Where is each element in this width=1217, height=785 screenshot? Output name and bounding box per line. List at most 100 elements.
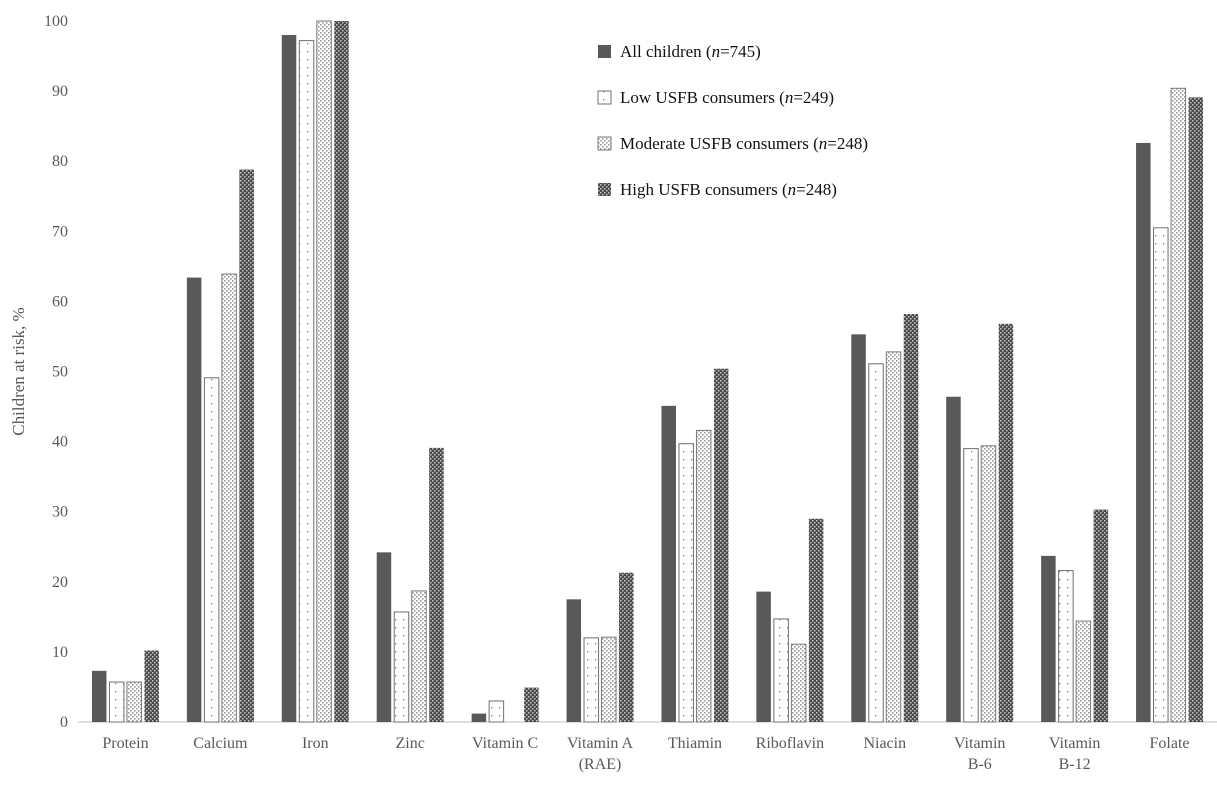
y-tick-label: 30 [52,504,68,521]
y-axis-title: Children at risk, % [9,307,28,435]
legend-swatch-dark-dots [598,183,611,196]
legend: All children (n=745)Low USFB consumers (… [597,42,868,199]
legend-entry-part: =745) [720,42,761,61]
y-tick-label: 100 [44,13,68,30]
legend-entry-part: High USFB consumers ( [620,180,788,199]
axes: 0 10 20 30 40 50 60 70 80 90 100 Children at risk, … [9,13,1217,731]
legend-swatch-solid [598,45,611,58]
legend-entry-part: All children ( [620,42,712,61]
bar-solid-10 [1041,555,1056,722]
x-category-label: Thiamin [668,735,722,752]
bar-solid-0 [91,670,107,722]
bar-dark-dots-7 [808,518,824,722]
x-category-label: Protein [102,735,148,752]
bar-sparse-dots-9 [963,448,979,723]
bar-dense-dots-8 [885,351,902,723]
legend-entry-part: n [712,42,721,61]
bar-dense-dots-9 [980,445,997,723]
bar-dark-dots-6 [713,368,729,722]
bar-solid-6 [661,405,676,722]
y-tick-label: 90 [52,83,68,100]
legend-entry-part: n [819,134,828,153]
bar-solid-1 [186,277,202,722]
legend-entry-text: All children (n=745) [620,42,761,61]
bar-dense-dots-3 [411,590,427,723]
bar-dense-dots-5 [601,636,617,723]
legend-entry-text: High USFB consumers (n=248) [620,180,837,199]
legend-entry-part: n [785,88,794,107]
bar-dark-dots-5 [619,572,634,722]
x-category-label: B-6 [968,756,992,773]
legend-entry-part: Moderate USFB consumers ( [620,134,819,153]
bar-solid-7 [756,591,771,722]
y-tick-label: 40 [52,434,68,451]
bar-dense-dots-6 [695,429,712,723]
legend-swatch-sparse-dots [597,90,612,105]
bar-sparse-dots-11 [1153,227,1169,723]
x-category-label: Vitamin A [567,735,634,752]
bar-dark-dots-8 [903,314,919,722]
bar-dark-dots-2 [334,21,349,722]
y-tick-label: 80 [52,153,68,170]
legend-entry-part: =248) [827,134,868,153]
legend-entry-part: =248) [796,180,837,199]
bar-dark-dots-0 [144,650,159,722]
x-category-label: Folate [1150,735,1190,752]
y-tick-label: 10 [52,644,68,661]
x-category-label: Vitamin C [472,735,538,752]
bar-dense-dots-10 [1075,620,1092,723]
bar-sparse-dots-1 [203,377,220,723]
legend-entry-text: Low USFB consumers (n=249) [620,88,834,107]
bar-dense-dots-0 [126,681,142,723]
bar-sparse-dots-2 [298,40,315,723]
y-tick-label: 70 [52,223,68,240]
y-tick-label: 50 [52,364,68,381]
x-category-label: Vitamin [1049,735,1100,752]
bar-solid-8 [851,334,866,722]
y-tick-label: 60 [52,293,68,310]
bar-dark-dots-11 [1188,97,1204,722]
legend-swatch-dense-dots [597,136,612,151]
bar-sparse-dots-8 [868,363,884,723]
bar-dense-dots-2 [316,20,332,723]
bar-solid-11 [1136,142,1151,723]
x-category-label: Riboflavin [756,735,824,752]
bar-dense-dots-7 [790,643,807,723]
bar-dark-dots-4 [524,687,539,722]
y-tick-label: 20 [52,574,68,591]
bar-sparse-dots-4 [488,700,505,723]
bar-solid-4 [471,713,487,722]
bars [91,20,1204,723]
legend-entry-part: =249) [793,88,834,107]
bar-solid-5 [566,599,582,722]
bar-solid-2 [281,35,297,722]
bar-dark-dots-1 [239,169,254,723]
y-tick-label: 0 [60,714,68,731]
bar-sparse-dots-10 [1058,570,1074,723]
bar-dark-dots-3 [429,447,444,722]
x-category-label: Calcium [193,735,248,752]
bar-dense-dots-1 [221,273,237,723]
bar-dense-dots-11 [1170,87,1187,723]
x-category-label: Vitamin [954,735,1005,752]
bar-sparse-dots-0 [108,681,125,723]
bar-solid-9 [946,396,961,722]
bar-dark-dots-9 [998,323,1014,722]
bar-sparse-dots-7 [773,618,789,723]
bar-dark-dots-10 [1093,509,1109,722]
category-labels: Protein Calcium Iron Zinc Vitamin C Vitamin A… [102,735,1189,773]
x-category-label: (RAE) [579,756,622,773]
x-category-label: Zinc [396,735,425,752]
legend-entry-part: n [788,180,797,199]
bar-sparse-dots-6 [678,443,694,723]
bar-sparse-dots-5 [583,637,600,723]
x-category-label: B-12 [1059,756,1091,773]
bar-solid-3 [376,552,392,722]
legend-entry-part: Low USFB consumers ( [620,88,785,107]
x-category-label: Iron [302,735,329,752]
bar-sparse-dots-3 [393,611,410,723]
legend-entry-text: Moderate USFB consumers (n=248) [620,134,868,153]
x-category-label: Niacin [863,735,906,752]
